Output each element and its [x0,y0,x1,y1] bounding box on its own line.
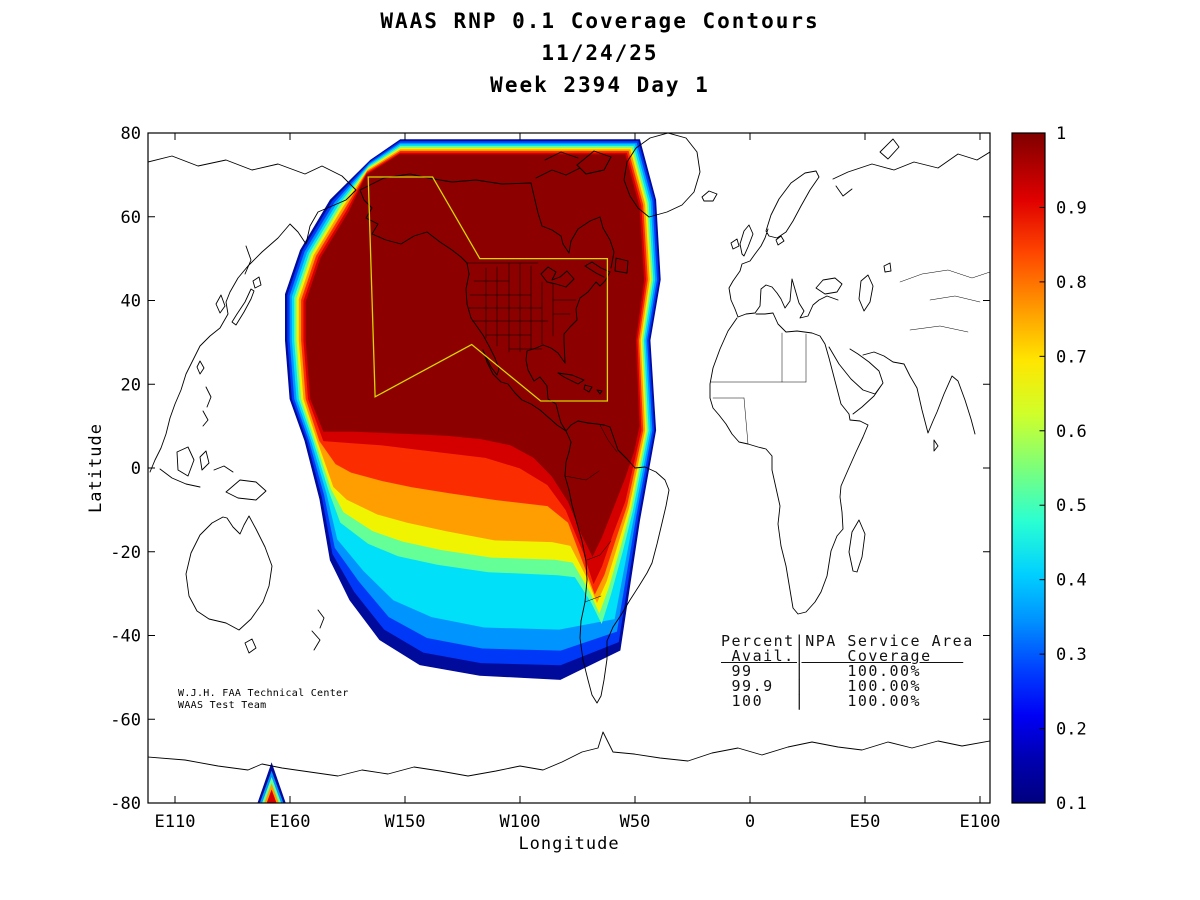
y-tick-label: -20 [110,543,141,563]
coastline-greenland-iceland [623,133,718,218]
coverage-contour-layer [257,139,661,803]
axis-ticks: E110 E160 W150 W100 W50 0 E50 E100 80 60 40 20 0 -20 -… [110,124,1000,832]
y-tick-label: 40 [121,292,141,312]
x-tick-label: E100 [960,812,1001,832]
coastline-europe [728,170,843,319]
y-axis-label: Latitude [86,423,106,513]
colorbar-tick-label: 0.1 [1056,794,1087,814]
figure-title: WAAS RNP 0.1 Coverage Contours [380,9,820,33]
npa-service-area-layer [367,176,609,402]
coastline-north-america [359,173,611,432]
coastline-south-america [564,420,670,704]
coastline-australia [185,515,325,654]
availability-table-row: 99.9 | 100.00% [721,677,922,695]
figure-date: 11/24/25 [541,41,659,65]
credit-line-2: WAAS Test Team [178,700,267,711]
x-tick-label: W100 [500,812,541,832]
y-tick-label: 80 [121,124,141,144]
country-state-borders [466,262,990,603]
coastline-asia [148,155,357,473]
x-tick-label: E160 [270,812,311,832]
contour-anomaly-0.9 [266,789,277,803]
colorbar-tick-label: 0.9 [1056,198,1087,218]
x-axis-label: Longitude [518,834,620,854]
availability-table-header: Percent|NPA Service Area [721,632,974,650]
coastline-southeast-asia [159,386,267,501]
availability-table-row: 100 | 100.00% [721,692,922,710]
y-tick-label: -40 [110,627,141,647]
availability-table-subheader: Avail.| Coverage [721,647,964,665]
coastline-africa [709,312,869,615]
colorbar-tick-label: 0.5 [1056,496,1087,516]
colorbar-tick-label: 1 [1056,124,1066,144]
asia-borders [899,269,990,333]
colorbar-tick-label: 0.6 [1056,422,1087,442]
colorbar-tick-label: 0.2 [1056,720,1087,740]
credit-line-1: W.J.H. FAA Technical Center [178,688,349,699]
y-tick-label: -80 [110,794,141,814]
coastline-caribbean [557,372,603,395]
world-coastline-layer [148,133,990,777]
y-tick-label: 0 [131,459,141,479]
y-tick-label: -60 [110,710,141,730]
colorbar [1011,132,1046,804]
figure-week-day: Week 2394 Day 1 [490,73,710,97]
availability-table-row: 99 | 100.00% [721,662,922,680]
contour-band-0.95 [305,154,645,557]
colorbar-group: 1 0.9 0.8 0.7 0.6 0.5 0.4 0.3 0.2 0.1 [1011,124,1087,814]
coastline-russia-north [832,138,990,197]
coastline-japan-korea [196,276,262,375]
npa-service-area-outline [367,176,609,402]
colorbar-tick-label: 0.4 [1056,571,1087,591]
x-tick-label: 0 [745,812,755,832]
coastline-northeast-canada [530,150,629,278]
africa-borders [710,332,807,445]
colorbar-tick-label: 0.8 [1056,273,1087,293]
colorbar-tick-label: 0.7 [1056,347,1087,367]
colorbar-tick-label: 0.3 [1056,645,1087,665]
x-tick-label: W150 [385,812,426,832]
availability-table: Percent|NPA Service Area Avail.| Coverag… [721,634,974,709]
y-tick-label: 20 [121,375,141,395]
south-america-borders [564,424,618,603]
coastline-middle-east-india [828,262,976,452]
figure-title-block: WAAS RNP 0.1 Coverage Contours 11/24/25 … [0,5,1200,101]
y-tick-label: 60 [121,208,141,228]
x-tick-label: E50 [850,812,881,832]
x-tick-label: E110 [155,812,196,832]
coastline-antarctica [148,731,990,777]
x-tick-label: W50 [620,812,651,832]
credit-annotation: W.J.H. FAA Technical Center WAAS Test Te… [178,688,349,712]
us-state-borders [466,262,577,353]
